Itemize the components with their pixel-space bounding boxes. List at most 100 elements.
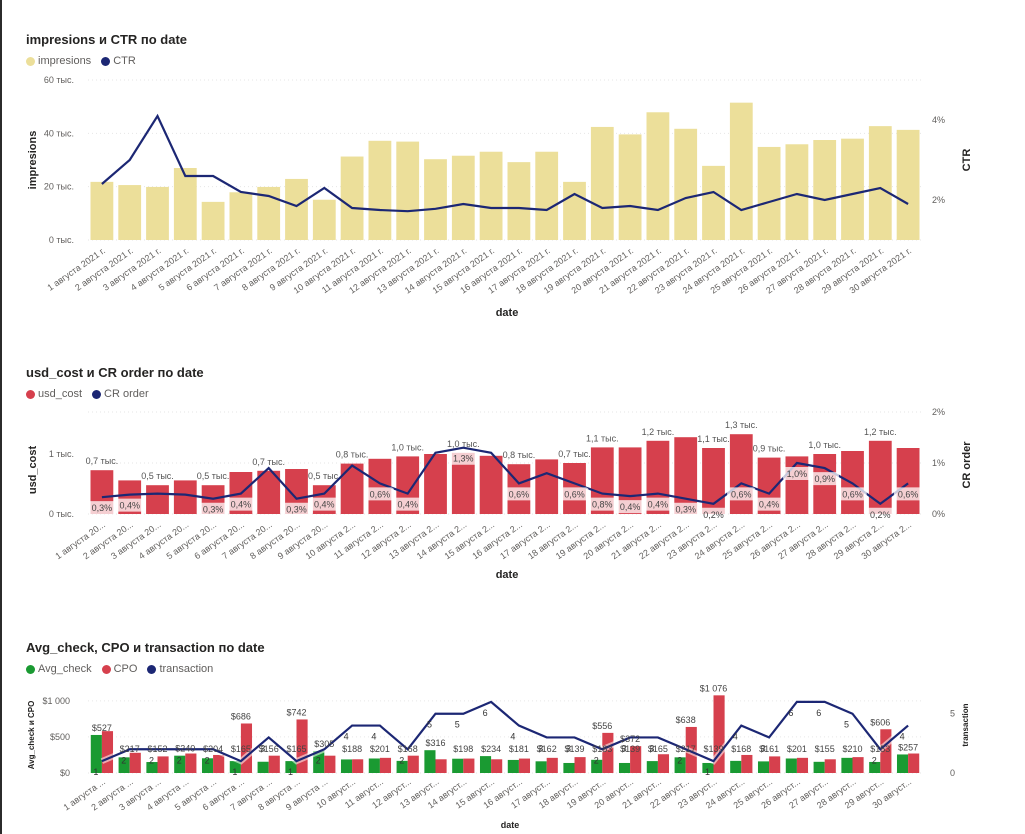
line-label-cr-order-bg: [393, 497, 422, 511]
bar-usd-cost: [257, 470, 281, 514]
legend-label-usd-cost: usd_cost: [38, 388, 83, 400]
bar-cpo: [574, 757, 586, 773]
line-label-transaction: 6: [816, 708, 821, 718]
bar-label-usd-cost: 1,3 тыс.: [725, 420, 758, 430]
bar-label-usd-cost: 0,8 тыс.: [336, 450, 369, 460]
legend-item-usd-cost[interactable]: usd_cost: [26, 388, 82, 400]
bar-cpo: [880, 729, 892, 773]
y2-tick-label-1: 4%: [932, 115, 945, 125]
line-label-cr-order-bg: [449, 451, 478, 465]
bar-label-cpo: $686: [231, 711, 251, 721]
line-label-cr-order-bg: [365, 487, 395, 501]
line-label-transaction: 6: [788, 708, 793, 718]
bar-cpo: [741, 754, 753, 773]
line-label-transaction: 3: [260, 743, 265, 753]
bar-avg-check: [618, 762, 631, 773]
bar-label-usd-cost: 1,0 тыс.: [391, 442, 424, 452]
line-label-transaction: 4: [510, 732, 515, 742]
line-label-cr-order-bg: [671, 502, 700, 516]
bar-label-usd-cost: 0,7 тыс.: [86, 456, 119, 466]
bar-label-avg-check: $168: [398, 744, 418, 754]
bar-label-avg-check: $155: [815, 744, 835, 754]
line-label-transaction: 2: [872, 755, 877, 765]
bar-avg-check: [229, 761, 241, 773]
bar-label-avg-check: $156: [259, 744, 279, 754]
bar-label-avg-check: $217: [120, 744, 140, 754]
bar-cpo: [296, 719, 308, 773]
left-edge-divider: [0, 0, 2, 834]
y-tick-label-2: 1 тыс.: [49, 449, 74, 459]
legend-1: impresions CTR: [26, 55, 136, 67]
line-label-cr-order-bg: [282, 502, 311, 516]
line-label-cr-order-bg: [838, 487, 867, 501]
chart-title-3: Avg_check, CPO и transaction по date: [26, 640, 265, 655]
line-label-cr-order: 0,6%: [842, 489, 863, 499]
legend-label-cr-order: CR order: [104, 388, 149, 400]
line-label-cr-order: 0,6%: [370, 489, 391, 499]
y-tick-label-3: $500: [50, 732, 70, 742]
bar-usd-cost: [146, 485, 169, 514]
bar-label-usd-cost: 1,2 тыс.: [864, 427, 897, 437]
bar-label-avg-check: $162: [537, 744, 557, 754]
bar-avg-check: [563, 762, 575, 773]
bar-label-usd-cost: 0,8 тыс.: [503, 450, 536, 460]
bar-label-avg-check: $305: [314, 739, 334, 749]
bar-impressions: [146, 186, 169, 240]
bar-label-avg-check: $165: [648, 744, 668, 754]
y2-axis-title-2: CR order: [961, 441, 973, 489]
legend-swatch-impressions: [26, 56, 35, 66]
line-label-cr-order: 0,3%: [92, 503, 113, 513]
legend-item-ctr[interactable]: CTR: [101, 55, 136, 67]
bar-label-cpo: $742: [286, 707, 306, 717]
bar-cpo: [602, 732, 614, 773]
chart-title-1: impresions и CTR по date: [26, 32, 188, 47]
bar-avg-check: [702, 762, 714, 773]
line-label-cr-order: 0,3%: [286, 505, 307, 515]
bar-cpo: [630, 746, 642, 773]
bar-label-usd-cost: 1,2 тыс.: [642, 427, 675, 437]
bar-label-avg-check: $139: [703, 744, 723, 754]
y2-tick-label-2: 1%: [932, 458, 945, 468]
line-label-cr-order: 0,6%: [564, 489, 585, 499]
line-label-transaction: 4: [344, 732, 349, 742]
line-label-transaction: 3: [649, 743, 654, 753]
legend-item-avg-check[interactable]: Avg_check: [26, 663, 92, 675]
bar-cpo: [852, 757, 864, 773]
y-axis-title-2: usd_cost: [27, 446, 39, 495]
bar-cpo: [546, 757, 558, 773]
legend-item-cpo[interactable]: CPO: [101, 663, 137, 675]
bar-avg-check: [285, 761, 297, 773]
y-tick-label-1: 20 тыс.: [44, 182, 74, 192]
line-label-transaction: 5: [427, 720, 432, 730]
legend-item-cr-order[interactable]: CR order: [92, 388, 149, 400]
bar-usd-cost: [618, 447, 642, 514]
bar-label-usd-cost: 0,5 тыс.: [197, 471, 230, 481]
legend-item-transaction[interactable]: transaction: [147, 663, 213, 675]
legend-swatch-usd-cost: [26, 389, 35, 399]
bar-impressions: [424, 159, 447, 240]
line-label-cr-order-bg: [615, 500, 645, 514]
line-label-cr-order-bg: [115, 498, 144, 512]
line-label-transaction: 2: [177, 755, 182, 765]
line-label-cr-order-bg: [87, 501, 117, 515]
x-axis-title-2: date: [496, 569, 519, 581]
legend-label-avg-check: Avg_check: [38, 663, 92, 675]
bar-cpo: [352, 759, 364, 773]
bar-avg-check: [146, 762, 158, 773]
bar-label-cpo: $606: [870, 717, 890, 727]
y2-tick-label-3: 5: [950, 709, 955, 719]
line-label-cr-order: 0,4%: [648, 500, 669, 510]
bar-label-usd-cost: 1,0 тыс.: [808, 440, 841, 450]
bar-cpo: [268, 755, 280, 773]
y-tick-label-2: 0 тыс.: [49, 509, 74, 519]
bar-avg-check: [646, 761, 658, 773]
line-label-cr-order-bg: [699, 507, 728, 521]
y2-tick-label-2: 2%: [932, 407, 945, 417]
legend-item-impressions[interactable]: impresions: [26, 55, 91, 67]
bar-cpo: [407, 755, 419, 773]
y-tick-label-3: $0: [60, 768, 70, 778]
line-label-cr-order-bg: [866, 507, 895, 521]
line-label-cr-order-bg: [310, 497, 339, 511]
line-label-cr-order: 0,6%: [509, 489, 530, 499]
bar-usd-cost: [674, 437, 698, 514]
